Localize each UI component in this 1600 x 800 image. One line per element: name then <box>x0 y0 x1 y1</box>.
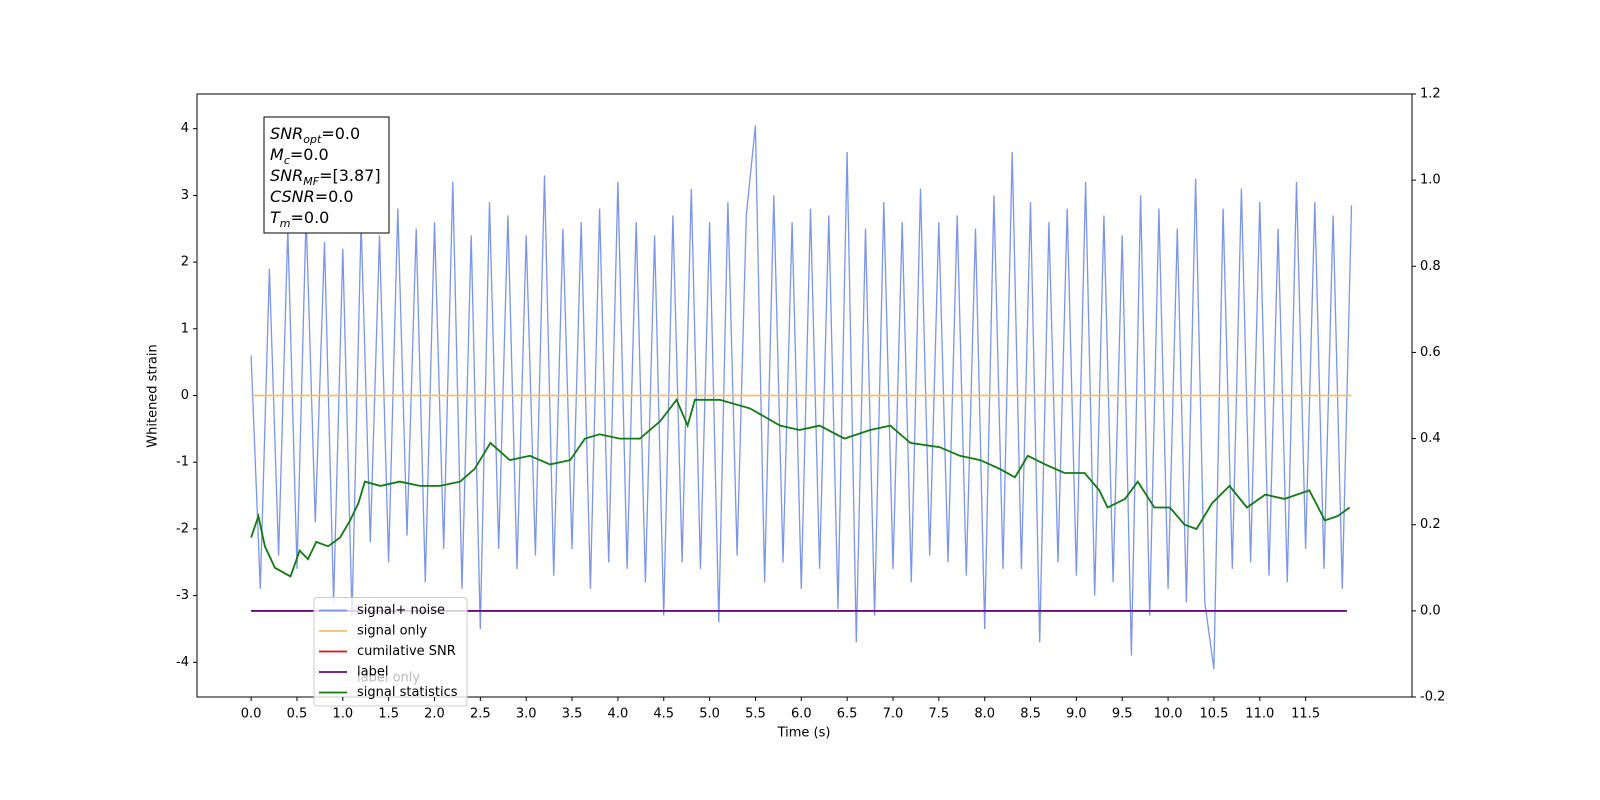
y-tick-label: -3 <box>176 588 189 603</box>
y2-tick-label: 0.2 <box>1420 517 1441 532</box>
annotation-subscript: m <box>280 217 291 230</box>
legend-label: cumilative SNR <box>357 644 456 659</box>
y2-tick-label: 0.0 <box>1420 603 1441 618</box>
legend-label: label <box>357 665 388 680</box>
x-tick-label: 8.5 <box>1020 707 1041 722</box>
y2-tick-label: 0.4 <box>1420 431 1441 446</box>
y-tick-label: 0 <box>181 388 189 403</box>
x-tick-label: 3.0 <box>516 707 537 722</box>
x-tick-label: 2.5 <box>470 707 491 722</box>
y-axis-label: Whitened strain <box>146 344 161 447</box>
x-tick-label: 10.5 <box>1199 707 1228 722</box>
annotation-value: =[3.87] <box>319 166 381 185</box>
x-tick-label: 3.5 <box>562 707 583 722</box>
annotation-subscript: MF <box>303 175 319 188</box>
series-line <box>250 398 1351 578</box>
y2-tick-label: 0.8 <box>1420 259 1441 274</box>
annotation-value: =0.0 <box>315 187 354 206</box>
legend-label: signal+ noise <box>357 603 445 618</box>
y2-tick-label: 0.6 <box>1420 345 1441 360</box>
x-tick-label: 5.0 <box>699 707 720 722</box>
annotation-symbol: SNR <box>270 124 303 143</box>
x-tick-label: 6.5 <box>837 707 858 722</box>
annotation-line: SNRopt=0.0 <box>270 124 360 146</box>
x-tick-label: 0.0 <box>241 707 262 722</box>
annotation-symbol: T <box>270 208 281 227</box>
annotation-frame <box>263 116 390 234</box>
x-tick-label: 4.0 <box>608 707 629 722</box>
x-tick-label: 7.5 <box>928 707 949 722</box>
x-tick-label: 1.0 <box>332 707 353 722</box>
y-tick-label: -2 <box>176 521 189 536</box>
annotation-line: Mc=0.0 <box>270 145 329 167</box>
x-tick-label: 9.0 <box>1066 707 1087 722</box>
annotation-line: SNRMF=[3.87] <box>270 166 381 188</box>
x-tick-label: 11.5 <box>1291 707 1320 722</box>
annotation-line: CSNR=0.0 <box>270 187 354 206</box>
legend-label: signal statistics <box>357 685 458 700</box>
annotation-value: =0.0 <box>291 208 330 227</box>
annotation-symbol: CSNR <box>270 187 315 206</box>
annotation-symbol: M <box>270 145 284 164</box>
y-tick-label: -1 <box>176 455 189 470</box>
y-tick-label: -4 <box>176 655 189 670</box>
annotation-value: =0.0 <box>290 145 329 164</box>
legend: label only signal+ noise signal only cumila… <box>313 597 468 707</box>
y-tick-label: 1 <box>181 321 189 336</box>
x-tick-label: 6.0 <box>791 707 812 722</box>
x-tick-label: 7.0 <box>883 707 904 722</box>
annotation-subscript: c <box>284 154 290 167</box>
annotation-symbol: SNR <box>270 166 303 185</box>
y2-tick-label: 1.2 <box>1420 87 1441 102</box>
annotation-value: =0.0 <box>321 124 360 143</box>
legend-overlay-label: label only <box>357 671 420 686</box>
x-tick-label: 1.5 <box>378 707 399 722</box>
x-tick-label: 10.0 <box>1154 707 1183 722</box>
y-tick-label: 2 <box>181 255 189 270</box>
y-tick-label: 4 <box>181 121 189 136</box>
x-tick-label: 4.5 <box>653 707 674 722</box>
x-tick-label: 5.5 <box>745 707 766 722</box>
annotation-box: SNRopt=0.0Mc=0.0SNRMF=[3.87]CSNR=0.0Tm=0… <box>263 116 390 234</box>
series-line <box>250 125 1353 670</box>
legend-label: signal only <box>357 624 427 639</box>
y-tick-label: 3 <box>181 188 189 203</box>
legend-frame <box>313 597 468 707</box>
x-tick-label: 9.5 <box>1112 707 1133 722</box>
x-tick-label: 0.5 <box>287 707 308 722</box>
x-axis-label: Time (s) <box>777 726 831 741</box>
annotation-line: Tm=0.0 <box>270 208 329 230</box>
x-tick-label: 8.0 <box>974 707 995 722</box>
annotation-subscript: opt <box>303 133 322 146</box>
x-tick-label: 2.0 <box>424 707 445 722</box>
y2-tick-label: 1.0 <box>1420 173 1441 188</box>
plot-area <box>250 125 1353 670</box>
y2-tick-label: -0.2 <box>1420 690 1445 705</box>
x-tick-label: 11.0 <box>1245 707 1274 722</box>
